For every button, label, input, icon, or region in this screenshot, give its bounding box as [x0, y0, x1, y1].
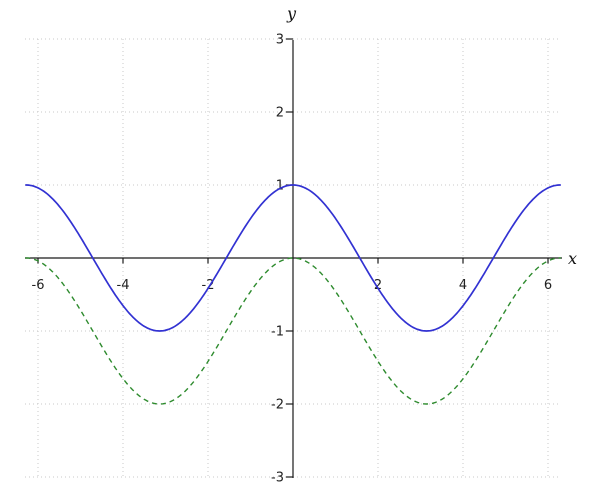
- y-tick-label: -3: [271, 471, 284, 486]
- y-tick-label: 2: [276, 106, 284, 121]
- y-tick-label: 3: [276, 33, 284, 48]
- x-axis-label: x: [568, 249, 578, 268]
- y-axis-label: y: [287, 4, 297, 23]
- x-tick-label: 4: [459, 278, 467, 293]
- green-dashed-curve: [25, 257, 561, 405]
- x-tick-label: -6: [32, 278, 45, 293]
- blue-solid-curve: [25, 184, 561, 332]
- x-tick-label: 2: [374, 278, 382, 293]
- y-tick-label: 1: [276, 179, 284, 194]
- y-tick-label: -1: [271, 325, 284, 340]
- x-tick-label: -4: [117, 278, 130, 293]
- y-tick-label: -2: [271, 398, 284, 413]
- x-tick-label: 6: [544, 278, 552, 293]
